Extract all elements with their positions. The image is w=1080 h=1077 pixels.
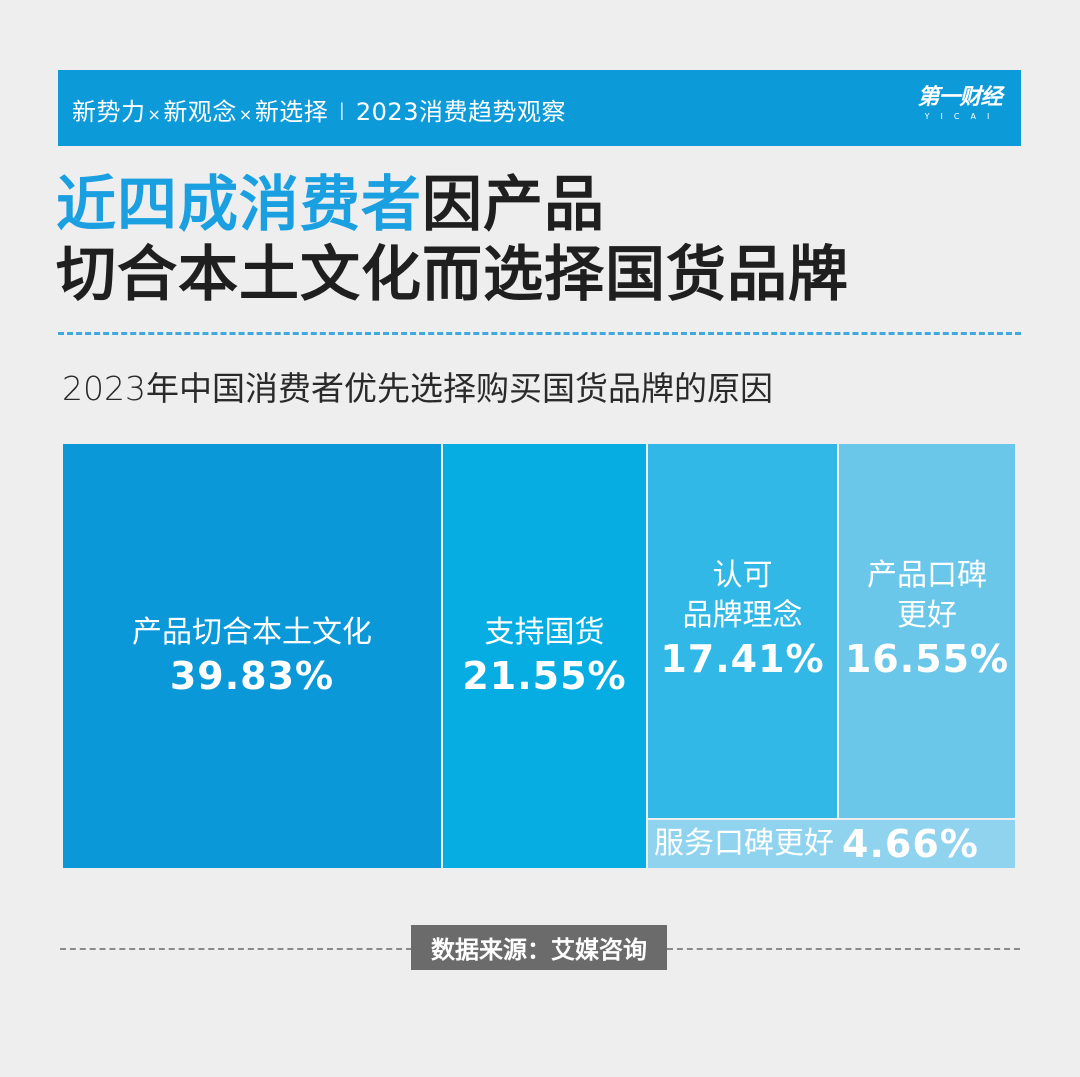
series-part-2: 新观念 (163, 98, 237, 126)
treemap-cell-support-domestic: 支持国货 21.55% (443, 444, 646, 868)
cell-value: 4.66% (842, 822, 979, 866)
headline-line1-rest: 因产品 (422, 170, 605, 240)
source-divider-left (60, 948, 412, 950)
headline: 近四成消费者因产品 切合本土文化而选择国货品牌 (56, 170, 849, 310)
cell-label-line1: 产品口碑 (867, 558, 987, 593)
yicai-logo: 第一财经 YICAI (912, 84, 1007, 132)
treemap-cell-product-reputation: 产品口碑 更好 16.55% (839, 444, 1015, 818)
logo-sub-text: YICAI (924, 112, 1001, 121)
cell-label: 服务口碑更好 (654, 826, 834, 861)
divider-bar: I (338, 98, 346, 126)
logo-main-text: 第一财经 (917, 85, 1002, 110)
cell-value: 39.83% (169, 654, 335, 698)
source-divider-right (667, 948, 1020, 950)
times-icon: × (238, 105, 253, 124)
cell-label-line2: 品牌理念 (682, 598, 803, 633)
data-source-badge: 数据来源：艾媒咨询 (411, 925, 667, 970)
treemap-cell-service-reputation: 服务口碑更好 4.66% (648, 820, 1015, 868)
times-icon: × (147, 105, 162, 124)
series-part-3: 新选择 (254, 98, 329, 126)
header-band: 新势力 ×新观念 ×新选择 I 2023消费趋势观察 第一财经 YICAI (58, 70, 1021, 146)
headline-line2: 切合本土文化而选择国货品牌 (56, 240, 849, 310)
cell-label: 支持国货 (484, 615, 605, 650)
treemap-cell-brand-philosophy: 认可 品牌理念 17.41% (648, 444, 837, 818)
chart-subtitle: 2023年中国消费者优先选择购买国货品牌的原因 (62, 369, 773, 408)
cell-label-line2: 更好 (897, 598, 957, 633)
treemap-cell-local-culture: 产品切合本土文化 39.83% (63, 444, 441, 868)
cell-value: 16.55% (844, 637, 1010, 681)
column-title: 2023消费趋势观察 (355, 98, 566, 126)
cell-value: 21.55% (462, 654, 627, 698)
cell-label: 产品切合本土文化 (132, 615, 372, 650)
title-divider (58, 332, 1021, 335)
series-title: 新势力 ×新观念 ×新选择 I 2023消费趋势观察 (72, 92, 566, 127)
series-part-1: 新势力 (72, 98, 146, 126)
cell-label-line1: 认可 (712, 558, 773, 593)
cell-value: 17.41% (660, 637, 825, 681)
headline-highlight: 近四成消费者 (56, 170, 422, 240)
treemap-chart: 产品切合本土文化 39.83% 支持国货 21.55% 认可 品牌理念 17.4… (63, 444, 1015, 868)
